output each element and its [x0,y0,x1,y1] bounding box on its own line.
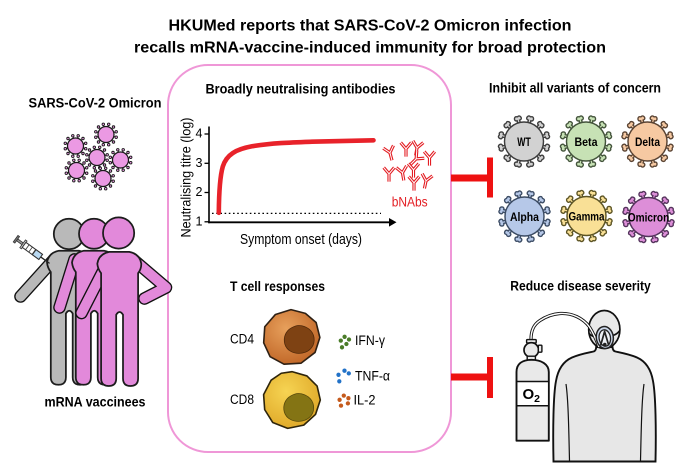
svg-text:HKUMed reports that SARS-CoV-2: HKUMed reports that SARS-CoV-2 Omicron i… [169,18,572,35]
svg-text:CD8: CD8 [230,392,254,407]
svg-text:3: 3 [196,156,203,170]
svg-text:IFN-γ: IFN-γ [355,333,385,348]
svg-text:4: 4 [196,127,203,141]
svg-text:Beta: Beta [575,135,598,149]
svg-text:CD4: CD4 [230,332,254,347]
svg-text:Omicron: Omicron [628,211,670,225]
svg-text:Inhibit all variants of concer: Inhibit all variants of concern [489,81,661,96]
svg-text:IL-2: IL-2 [354,393,376,408]
svg-text:WT: WT [517,137,531,149]
svg-text:Alpha: Alpha [510,210,539,224]
svg-text:Gamma: Gamma [569,210,605,224]
svg-text:1: 1 [196,214,203,228]
svg-text:Delta: Delta [635,135,660,149]
svg-text:Neutralising titre (log): Neutralising titre (log) [178,118,194,238]
svg-text:Symptom onset (days): Symptom onset (days) [240,232,362,248]
svg-text:bNAbs: bNAbs [392,195,428,210]
svg-text:T cell responses: T cell responses [230,279,325,294]
svg-text:SARS-CoV-2 Omicron: SARS-CoV-2 Omicron [29,96,162,111]
svg-text:Broadly neutralising antibodie: Broadly neutralising antibodies [206,81,396,97]
svg-text:Reduce disease severity: Reduce disease severity [510,279,651,294]
svg-text:mRNA vaccinees: mRNA vaccinees [45,394,146,410]
svg-text:recalls mRNA-vaccine-induced i: recalls mRNA-vaccine-induced immunity fo… [134,40,606,57]
svg-text:TNF-α: TNF-α [355,369,390,384]
svg-text:2: 2 [196,185,203,199]
